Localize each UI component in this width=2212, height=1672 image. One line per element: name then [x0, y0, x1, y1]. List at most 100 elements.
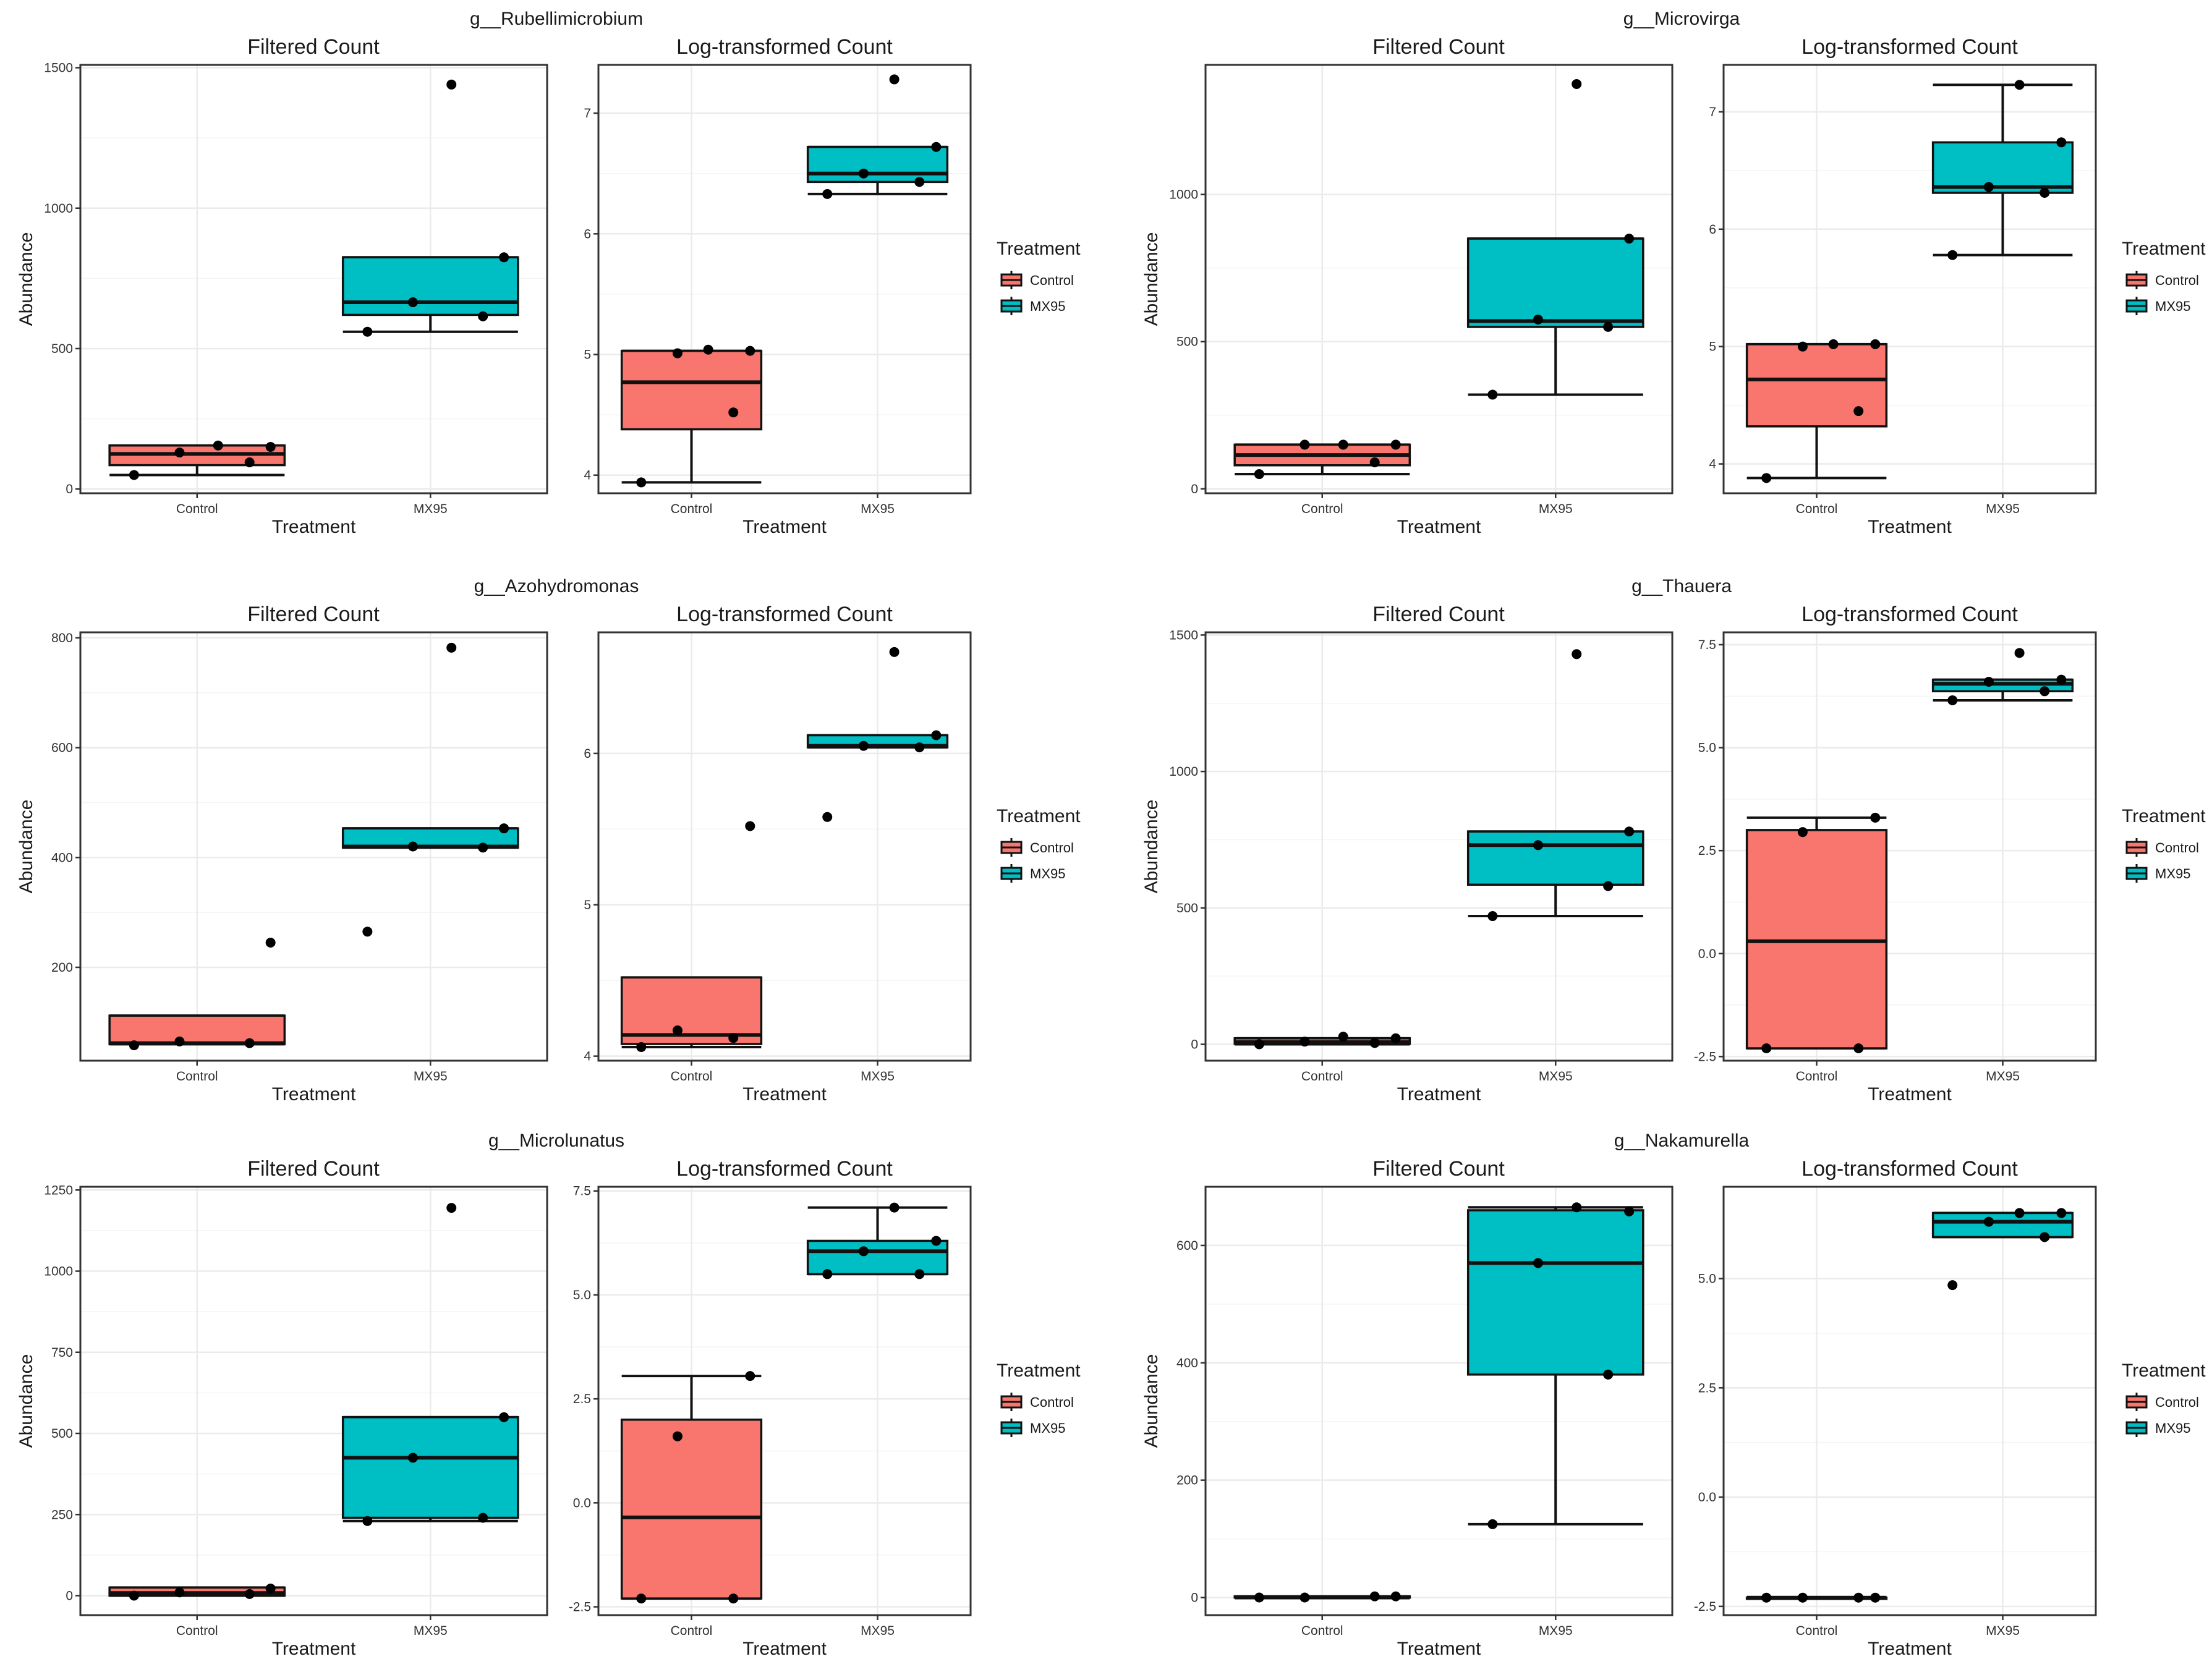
plot-frame: [1204, 1186, 1674, 1616]
legend: Treatment Control MX95: [997, 239, 1081, 315]
box-iqr: [108, 1014, 286, 1046]
boxplot-control: [620, 1371, 763, 1604]
x-axis-title: Treatment: [272, 517, 356, 537]
panel-filtered-count: Filtered Count 200 400 600 800 Control MX95 Tre…: [16, 603, 548, 1105]
data-point: [914, 742, 925, 753]
y-tick-label: 6: [584, 747, 591, 761]
x-tick-label: MX95: [1986, 1624, 2020, 1638]
y-tick-label: 6: [584, 227, 591, 241]
data-point: [1853, 406, 1864, 417]
data-point: [362, 326, 373, 337]
boxplot-legend-key-icon: [1000, 271, 1023, 289]
data-point: [1369, 457, 1380, 467]
data-point: [1390, 439, 1401, 450]
genus-block-4: g__Thauera Filtered Count 0 500 1000 1500 Cont…: [1141, 576, 2206, 1105]
y-tick-label: 4: [584, 1050, 591, 1064]
plot-frame: [597, 631, 972, 1062]
plot-frame: [1204, 631, 1674, 1062]
data-point: [1572, 79, 1582, 89]
panel-log-transformed-count: Log-transformed Count 4 5 6 Control MX95 Treat…: [584, 603, 972, 1105]
box-iqr: [1931, 141, 2074, 194]
data-point: [1797, 827, 1808, 838]
boxplot-control: [620, 821, 763, 1052]
boxplot-mx95: [1931, 1208, 2074, 1291]
y-tick-label: 1000: [1169, 765, 1198, 779]
data-point: [914, 177, 925, 187]
y-tick-label: 400: [51, 851, 73, 865]
genus-block-6: g__Nakamurella Filtered Count 0 200 400 600 Co…: [1141, 1131, 2206, 1659]
legend-title: Treatment: [997, 1360, 1081, 1381]
data-point: [1624, 826, 1635, 837]
data-point: [407, 297, 418, 307]
data-point: [2014, 648, 2025, 658]
panel-title: Log-transformed Count: [676, 603, 893, 626]
legend-label: Control: [2155, 840, 2199, 855]
data-point: [478, 842, 488, 853]
data-point: [1572, 1202, 1582, 1213]
x-axis-title: Treatment: [1868, 1639, 1952, 1659]
x-tick-label: Control: [1796, 1624, 1838, 1638]
data-point: [244, 1038, 255, 1048]
y-tick-label: 0.0: [1698, 1490, 1716, 1504]
y-tick-label: 500: [51, 342, 73, 356]
data-point: [2040, 686, 2050, 697]
y-tick-label: 5.0: [1698, 1272, 1716, 1286]
boxplot-mx95: [1931, 80, 2074, 260]
legend-label: Control: [2155, 273, 2199, 288]
data-point: [1254, 1592, 1264, 1603]
data-point: [1603, 1369, 1614, 1380]
genus-title: g__Azohydromonas: [474, 576, 639, 596]
plot-background: [80, 1187, 547, 1615]
x-tick-label: Control: [671, 1069, 713, 1084]
x-axis-title: Treatment: [272, 1084, 356, 1105]
boxplot-legend-key-icon: [2125, 271, 2148, 289]
boxplot-control: [108, 937, 286, 1051]
legend-title: Treatment: [997, 239, 1081, 259]
y-tick-label: 2.5: [1698, 1381, 1716, 1395]
data-point: [1853, 1043, 1864, 1054]
x-axis-title: Treatment: [742, 1639, 827, 1659]
data-point: [1487, 1519, 1498, 1529]
legend-label: MX95: [1030, 1420, 1065, 1436]
legend-label: MX95: [2155, 299, 2190, 314]
data-point: [728, 407, 739, 418]
data-point: [636, 1593, 647, 1604]
boxplot-legend-key-icon: [1000, 1419, 1023, 1437]
plot-frame: [1204, 64, 1674, 494]
y-tick-label: 1000: [44, 1265, 73, 1279]
boxplot-legend-key-icon: [2125, 1419, 2148, 1437]
data-point: [1983, 676, 1994, 687]
boxplot-mx95: [806, 74, 949, 199]
genus-block-2: g__Microvirga Filtered Count 0 500 1000 Contr…: [1141, 9, 2206, 537]
box-iqr: [341, 827, 519, 849]
plot-frame: [1722, 1186, 2097, 1616]
plot-frame: [1722, 64, 2097, 494]
x-axis-title: Treatment: [1397, 1084, 1481, 1105]
x-tick-label: Control: [176, 1624, 218, 1638]
y-tick-label: 1000: [44, 202, 73, 216]
y-tick-label: 7.5: [1698, 638, 1716, 652]
x-tick-label: MX95: [1986, 1069, 2020, 1084]
data-point: [1624, 234, 1635, 244]
panel-log-transformed-count: Log-transformed Count 4 5 6 7 Control MX95 Trea…: [1709, 35, 2097, 537]
data-point: [1947, 250, 1958, 260]
data-point: [129, 1040, 139, 1051]
data-point: [1390, 1591, 1401, 1602]
box-iqr: [806, 1239, 949, 1276]
legend: Treatment Control MX95: [997, 1360, 1081, 1437]
data-point: [2056, 1208, 2067, 1218]
boxplot-control: [108, 440, 286, 480]
data-point: [174, 1036, 185, 1046]
panel-title: Log-transformed Count: [1802, 603, 2018, 626]
y-tick-label: 0.0: [573, 1496, 591, 1510]
y-tick-label: 0: [1191, 1038, 1198, 1052]
x-tick-label: MX95: [861, 502, 895, 516]
legend-title: Treatment: [997, 806, 1081, 826]
data-point: [2014, 80, 2025, 90]
data-point: [672, 1025, 683, 1036]
y-tick-label: -2.5: [1694, 1600, 1716, 1614]
data-point: [889, 647, 900, 657]
boxplot-control: [1233, 1591, 1411, 1603]
data-point: [1533, 840, 1543, 851]
data-point: [407, 841, 418, 852]
